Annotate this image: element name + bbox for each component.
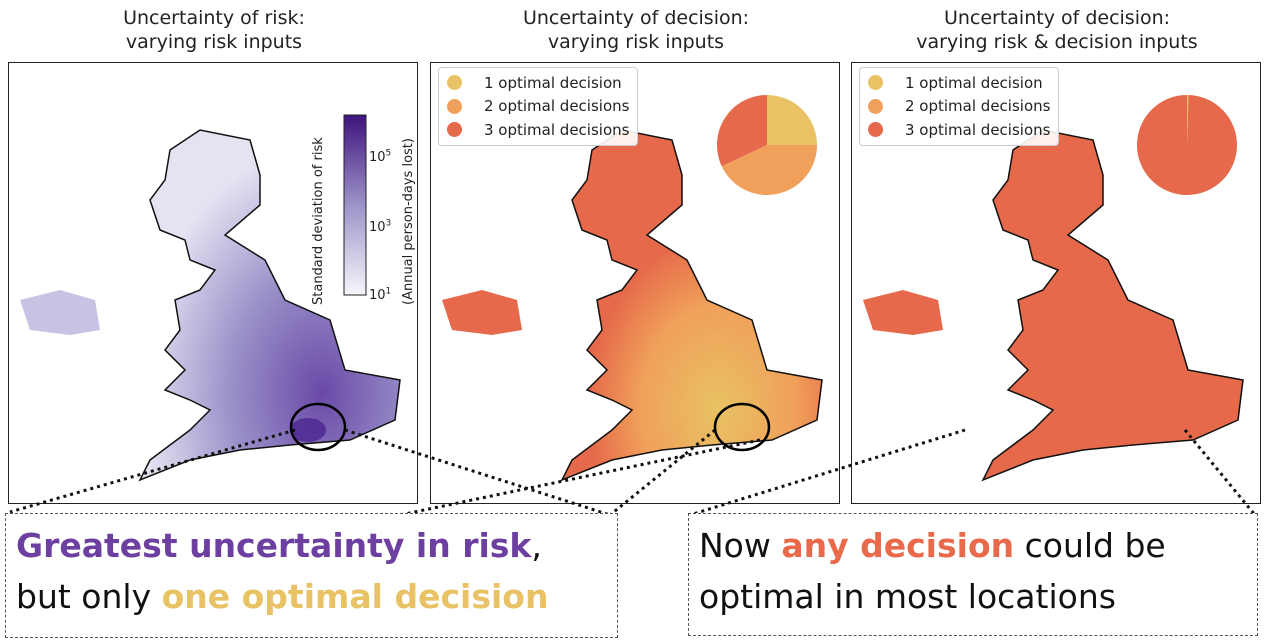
legend-item: 3 optimal decisions: [447, 118, 629, 142]
highlight-circle: [713, 402, 771, 452]
legend-dot-icon: [868, 98, 883, 114]
legend-dot-icon: [447, 122, 462, 138]
pie-slice-3-optimal: [1137, 95, 1237, 195]
connector-lines: [9, 428, 1257, 517]
pie-slice-2-optimal: [721, 145, 817, 195]
panel-2-title: Uncertainty of decision: varying risk inp…: [522, 7, 750, 53]
legend-dot-icon: [868, 75, 883, 91]
legend-item: 2 optimal decisions: [868, 95, 1050, 119]
colorbar-label: Standard deviation of risk: [311, 137, 326, 305]
legend: 1 optimal decision 2 optimal decisions 3…: [438, 67, 639, 146]
pie-chart-risk-decision-inputs: [1137, 95, 1237, 195]
callout-right: Now any decision could be optimal in mos…: [688, 513, 1258, 636]
pie-slice-1-optimal: [1187, 95, 1189, 145]
pie-slice-3-optimal: [717, 95, 767, 167]
colorbar: [343, 114, 367, 296]
map-risk: [20, 114, 401, 481]
panel-3-title: Uncertainty of decision: varying risk & d…: [916, 7, 1198, 53]
highlight-circle: [289, 402, 347, 452]
legend-item: 3 optimal decisions: [868, 118, 1050, 142]
legend-item: 1 optimal decision: [447, 71, 629, 95]
legend-item: 1 optimal decision: [868, 71, 1050, 95]
colorbar-tick: 105: [369, 148, 392, 165]
colorbar-tick: 101: [369, 286, 392, 303]
colorbar-units: (Annual person-days lost): [401, 138, 416, 305]
colorbar-tick: 103: [369, 218, 392, 235]
callout-left: Greatest uncertainty in risk, but only o…: [5, 513, 618, 638]
legend-dot-icon: [868, 122, 883, 138]
legend: 1 optimal decision 2 optimal decisions 3…: [859, 67, 1060, 146]
panel-1-title: Uncertainty of risk: varying risk inputs: [123, 7, 305, 53]
pie-slice-1-optimal: [767, 95, 817, 145]
legend-item: 2 optimal decisions: [447, 95, 629, 119]
legend-dot-icon: [447, 75, 462, 91]
map-decision-risk: [442, 129, 823, 481]
pie-chart-risk-inputs: [717, 95, 817, 195]
legend-dot-icon: [447, 98, 462, 114]
